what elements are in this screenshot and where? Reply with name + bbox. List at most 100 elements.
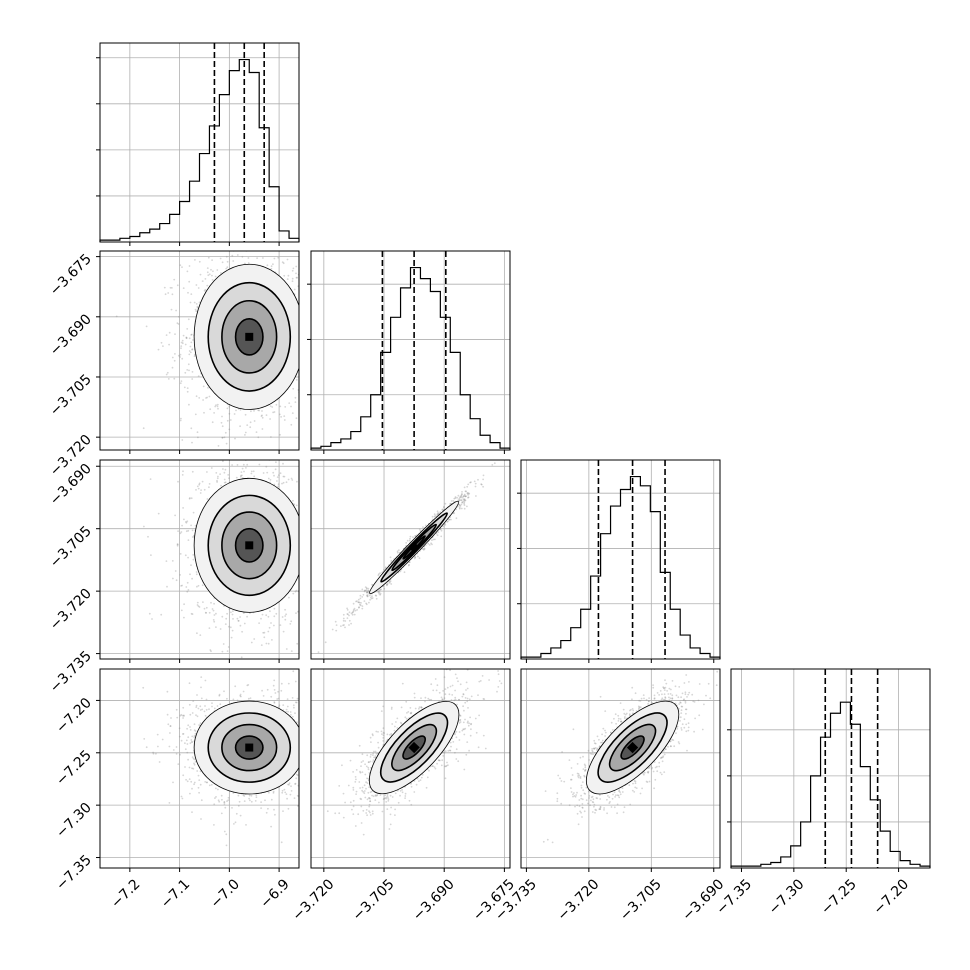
sample-point [295,612,297,614]
sample-point [300,549,302,551]
sample-point [295,379,298,381]
sample-point [324,329,326,331]
sample-point [379,593,381,596]
sample-point [461,501,464,504]
sample-point [441,509,444,512]
sample-point [186,387,189,389]
sample-point [275,612,278,615]
sample-point [302,754,304,756]
sample-point [302,472,304,474]
sample-point [301,524,303,526]
sample-point [463,507,466,510]
sample-point [332,545,334,547]
sample-point [195,310,198,313]
sample-point [432,538,435,541]
sample-point [197,375,200,377]
sample-point [305,492,307,494]
sample-point [213,803,216,806]
sample-point [302,384,304,386]
sample-point [300,607,302,609]
sample-point [206,498,209,500]
sample-point [201,480,204,483]
sample-point [362,593,365,596]
sample-point [301,285,303,287]
sample-point [348,619,351,622]
sample-point [195,303,198,305]
sample-point [160,613,163,616]
sample-point [364,586,367,588]
sample-point [317,313,319,315]
sample-point [343,548,345,550]
sample-point [452,500,455,502]
sample-point [188,337,191,340]
sample-point [262,631,265,634]
sample-point [216,269,219,271]
sample-point [342,613,345,616]
sample-point [292,670,295,673]
sample-point [241,474,243,477]
sample-point [312,532,314,534]
sample-point [195,284,198,286]
sample-point [244,431,247,434]
sample-point [294,401,297,403]
sample-point [258,463,261,466]
sample-point [197,786,200,789]
sample-point [178,315,180,318]
sample-point [283,475,286,478]
sample-point [367,591,370,594]
sample-point [450,518,452,521]
sample-point [442,525,445,528]
sample-point [198,779,201,781]
sample-point [223,478,226,481]
sample-point [269,610,271,613]
sample-point [274,692,277,694]
sample-point [332,597,334,599]
sample-point [273,257,276,260]
sample-point [408,539,411,542]
sample-point [322,567,324,569]
sample-point [308,587,310,589]
sample-point [272,263,274,266]
sample-point [261,428,264,430]
sample-point [180,417,182,420]
sample-point [226,419,229,422]
sample-point [250,641,253,644]
sample-point [196,306,199,309]
sample-point [216,479,218,482]
sample-point [358,606,360,609]
sample-point [221,615,224,618]
sample-point [232,260,235,262]
sample-point [348,537,350,539]
sample-point [463,499,466,502]
sample-point [208,486,210,489]
sample-point [307,611,309,613]
sample-point [180,795,183,798]
sample-point [303,530,305,532]
sample-point [197,605,200,608]
sample-point [171,356,174,359]
sample-point [464,495,467,498]
sample-point [166,585,168,588]
sample-point [321,569,323,571]
sample-point [237,620,240,622]
sample-point [467,494,469,496]
sample-point [212,619,215,621]
hist-panel-2-frame [520,459,721,660]
sample-point [390,559,393,562]
sample-point [195,573,198,576]
sample-point [300,335,302,337]
sample-point [441,508,444,511]
pair-panel-0-1-frame [99,250,300,451]
sample-point [191,536,194,538]
sample-point [329,533,331,535]
sample-point [308,314,310,316]
sample-point [148,612,151,615]
sample-point [261,416,264,419]
sample-point [183,603,185,606]
sample-point [301,346,303,348]
sample-point [466,505,468,508]
sample-point [181,524,183,527]
sample-point [241,467,244,470]
sample-point [211,705,213,708]
sample-point [390,583,393,585]
